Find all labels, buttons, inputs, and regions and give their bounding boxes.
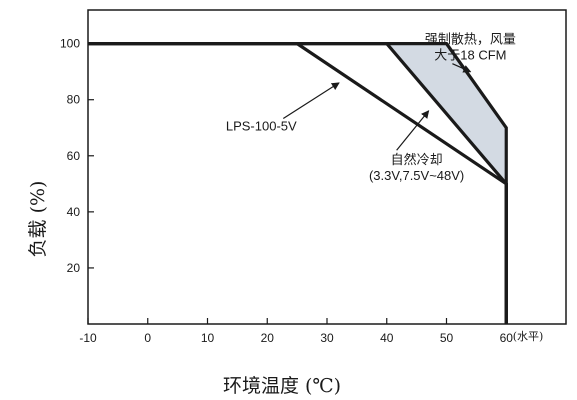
x-axis-unit-label: (水平) xyxy=(513,330,544,343)
annotation-label: 自然冷却(3.3V,7.5V~48V) xyxy=(369,152,464,183)
y-tick-label: 20 xyxy=(67,261,81,275)
series-line-3 xyxy=(88,42,508,324)
annotation-arrow xyxy=(396,110,430,151)
annotation-label: LPS-100-5V xyxy=(226,119,297,134)
annotation-label: 强制散热，风量大于18 CFM xyxy=(425,32,516,63)
y-tick-label: 60 xyxy=(67,149,81,163)
y-tick-label: 100 xyxy=(60,37,80,51)
x-tick-label: 60 xyxy=(500,331,514,345)
axis-ticks: -10 0 10 20 30 40 50 60 20 40 60 80 100 xyxy=(60,37,513,345)
x-tick-label: 0 xyxy=(144,331,151,345)
x-tick-label: -10 xyxy=(79,331,97,345)
x-tick-label: 40 xyxy=(380,331,394,345)
series-lines xyxy=(88,42,508,324)
annotation-arrow xyxy=(282,82,340,120)
annotations: LPS-100-5V 自然冷却(3.3V,7.5V~48V) 强制散热，风量大于18… xyxy=(226,32,516,184)
x-tick-label: 30 xyxy=(320,331,334,345)
x-tick-label: 10 xyxy=(201,331,215,345)
y-axis-title: 负载 (%) xyxy=(27,181,49,258)
x-tick-label: 20 xyxy=(261,331,275,345)
y-tick-label: 40 xyxy=(67,205,81,219)
annotation-arrow xyxy=(452,63,472,73)
x-tick-label: 50 xyxy=(440,331,454,345)
y-tick-label: 80 xyxy=(67,93,81,107)
x-axis-title: 环境温度 (℃) xyxy=(223,375,341,397)
